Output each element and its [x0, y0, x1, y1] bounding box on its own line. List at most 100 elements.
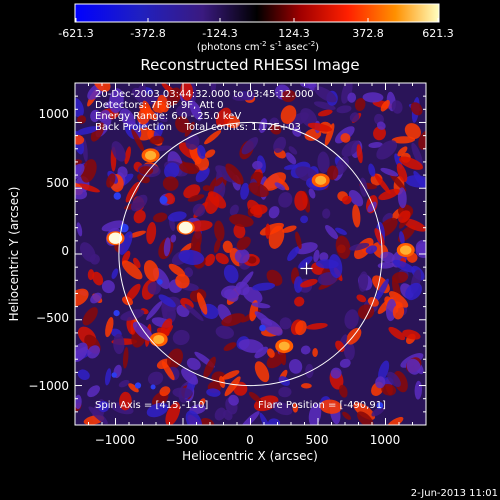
heatmap-blob [122, 347, 129, 369]
heatmap-blob [335, 227, 347, 235]
x-tick-label: 0 [246, 433, 254, 447]
heatmap-blob [294, 296, 305, 307]
heatmap-blob [368, 163, 376, 177]
heatmap-blob [232, 91, 256, 101]
heatmap-blob [200, 418, 215, 425]
heatmap-blob [250, 204, 268, 216]
heatmap-blob [75, 97, 84, 118]
heatmap-blob [306, 322, 328, 330]
heatmap-blob [88, 406, 108, 425]
heatmap-blob [392, 259, 416, 273]
heatmap-blob [349, 242, 370, 251]
heatmap-blob [101, 280, 115, 294]
heatmap-blob [118, 379, 130, 388]
heatmap-blob [313, 249, 320, 263]
y-axis: 1000 500 0 −500 −1000 Heliocentric Y (ar… [7, 107, 69, 393]
heatmap-blob [281, 89, 296, 103]
heatmap-blob [356, 294, 367, 303]
heatmap-blob [139, 104, 157, 121]
flare-position-label: Flare Position = [-490,91] [258, 400, 386, 411]
heatmap-blob [147, 281, 161, 295]
heatmap-blob [75, 288, 89, 307]
heatmap-blob [397, 187, 407, 209]
heatmap-blob [388, 291, 409, 308]
heatmap-blob [300, 108, 318, 128]
heatmap-blob [215, 325, 234, 339]
heatmap-blob [295, 231, 302, 250]
heatmap-blob [353, 402, 376, 420]
heatmap-blob [229, 204, 239, 216]
heatmap-blob [388, 326, 406, 341]
heatmap-blob [168, 263, 186, 277]
heatmap-blob [98, 110, 111, 122]
heatmap-blob [335, 235, 351, 259]
heatmap-blob [319, 252, 329, 262]
heatmap-blob [335, 340, 345, 352]
heatmap-blob [330, 367, 342, 379]
heatmap-blob [126, 316, 136, 335]
heatmap-blob [183, 184, 201, 199]
heatmap-blob [254, 361, 270, 383]
heatmap-blob [75, 163, 85, 180]
heatmap-blob [75, 186, 88, 200]
y-tick-label: −1000 [28, 379, 69, 393]
heatmap-blob [229, 214, 254, 228]
heatmap-negative-spot [376, 402, 384, 409]
heatmap-blob [143, 260, 160, 282]
heatmap-blob [221, 313, 245, 327]
flare-marker [300, 262, 313, 275]
heatmap-negative-spot [157, 279, 163, 285]
heatmap-blob [375, 376, 386, 389]
heatmap-blob [128, 383, 139, 393]
heatmap-blob [90, 122, 105, 142]
heatmap-negative-spot [113, 192, 122, 200]
heatmap-blob [406, 358, 421, 375]
heatmap-blob [119, 108, 136, 128]
heatmap-blob [124, 146, 131, 165]
heatmap-blob [376, 140, 398, 160]
heatmap-blob [75, 134, 85, 145]
colorbar-tick-label: -124.3 [202, 27, 237, 40]
bright-source [315, 175, 327, 185]
heatmap-blob [167, 211, 187, 222]
solar-limb [118, 121, 383, 387]
y-tick-label: −500 [36, 311, 69, 325]
heatmap-blob [341, 195, 352, 205]
colorbar-tick-label: 124.3 [278, 27, 310, 40]
heatmap-blob [269, 123, 282, 135]
heatmap-blob [415, 240, 426, 255]
heatmap-blob [87, 345, 100, 359]
heatmap-blob [279, 317, 292, 330]
heatmap-blob [206, 388, 221, 397]
x-tick-label: 1000 [370, 433, 401, 447]
heatmap-blob [228, 394, 239, 406]
heatmap-blob [278, 191, 293, 208]
heatmap-blob [121, 260, 143, 280]
colorbar-tick-label: -621.3 [58, 27, 93, 40]
heatmap-blob [300, 345, 311, 355]
heatmap-blob [324, 123, 335, 146]
heatmap-blob [225, 163, 244, 185]
heatmap-blob [120, 309, 145, 321]
heatmap-blob [87, 385, 100, 398]
heatmap-blob [133, 257, 141, 269]
colorbar-tick-label: 372.8 [352, 27, 384, 40]
heatmap-blob [327, 165, 339, 180]
heatmap-blob [268, 206, 280, 219]
heatmap-blob [274, 182, 286, 191]
heatmap-blob [287, 246, 300, 262]
heatmap-blob [404, 123, 421, 140]
heatmap-blob [336, 105, 352, 114]
heatmap-blob [252, 282, 276, 291]
heatmap-blob [204, 130, 222, 145]
heatmap-blob [391, 271, 409, 284]
heatmap-blob [164, 162, 180, 179]
heatmap-blob [405, 282, 423, 301]
heatmap-blob [222, 240, 233, 253]
heatmap-blob [111, 141, 126, 162]
heatmap-blob [411, 142, 423, 167]
heatmap-blob [398, 156, 424, 170]
heatmap-blob [354, 97, 366, 112]
heatmap-blob [238, 271, 254, 290]
heatmap-blob [215, 252, 229, 265]
